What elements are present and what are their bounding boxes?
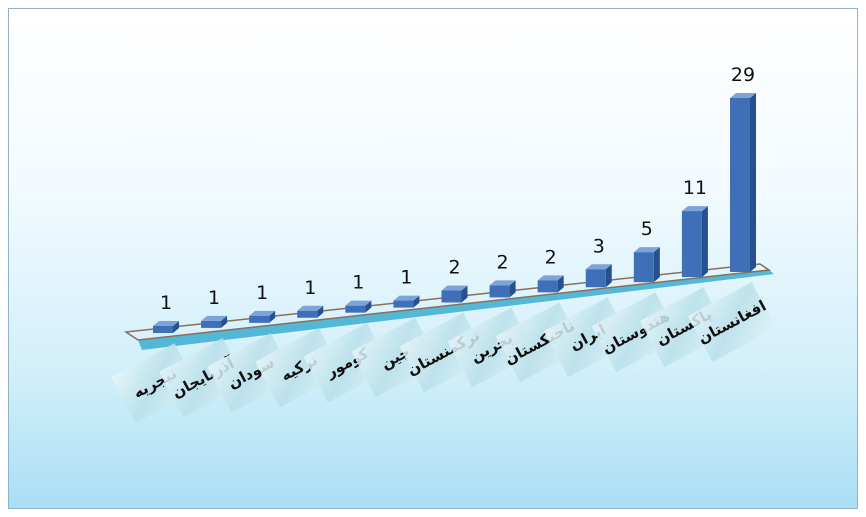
bar-7 [441, 285, 468, 303]
bar-12 [681, 206, 708, 278]
bar-3 [249, 310, 276, 323]
value-label-7: 2 [448, 257, 460, 279]
bar-2 [201, 315, 228, 328]
value-label-12: 11 [683, 177, 707, 199]
bar-4 [297, 305, 324, 318]
value-label-1: 1 [160, 292, 172, 314]
bar-10 [585, 264, 612, 288]
bar-9 [537, 275, 564, 293]
value-label-8: 2 [497, 251, 509, 273]
bar-5 [345, 300, 372, 313]
value-label-2: 1 [208, 287, 220, 309]
bar-13 [730, 93, 756, 272]
chart-frame [8, 8, 858, 509]
bar-11 [633, 247, 660, 283]
bar-8 [489, 280, 516, 298]
value-label-5: 1 [352, 272, 364, 294]
bar-6 [393, 295, 420, 308]
value-label-9: 2 [545, 246, 557, 268]
value-label-10: 3 [593, 235, 605, 257]
bar-1 [153, 321, 179, 333]
value-label-11: 5 [641, 218, 653, 240]
value-label-3: 1 [256, 282, 268, 304]
value-label-13: 29 [731, 64, 755, 86]
value-label-6: 1 [400, 267, 412, 289]
value-label-4: 1 [304, 277, 316, 299]
